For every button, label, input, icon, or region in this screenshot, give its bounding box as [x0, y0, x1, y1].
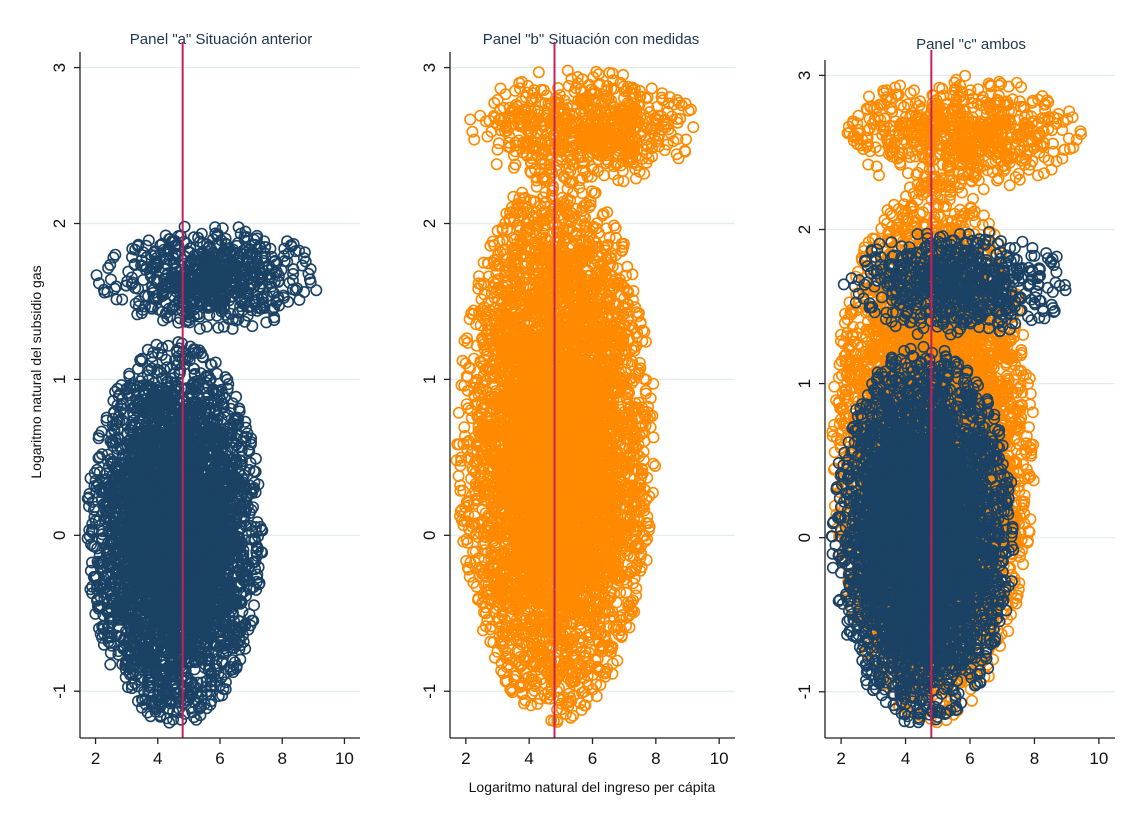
panel-a-series-0-point	[250, 583, 263, 596]
panel-a: Panel "a" Situación anterior 2 4 6 8 10-1012…	[28, 31, 360, 768]
panel-a-title: Panel "a" Situación anterior	[130, 31, 312, 48]
panel-a-points	[81, 220, 323, 729]
